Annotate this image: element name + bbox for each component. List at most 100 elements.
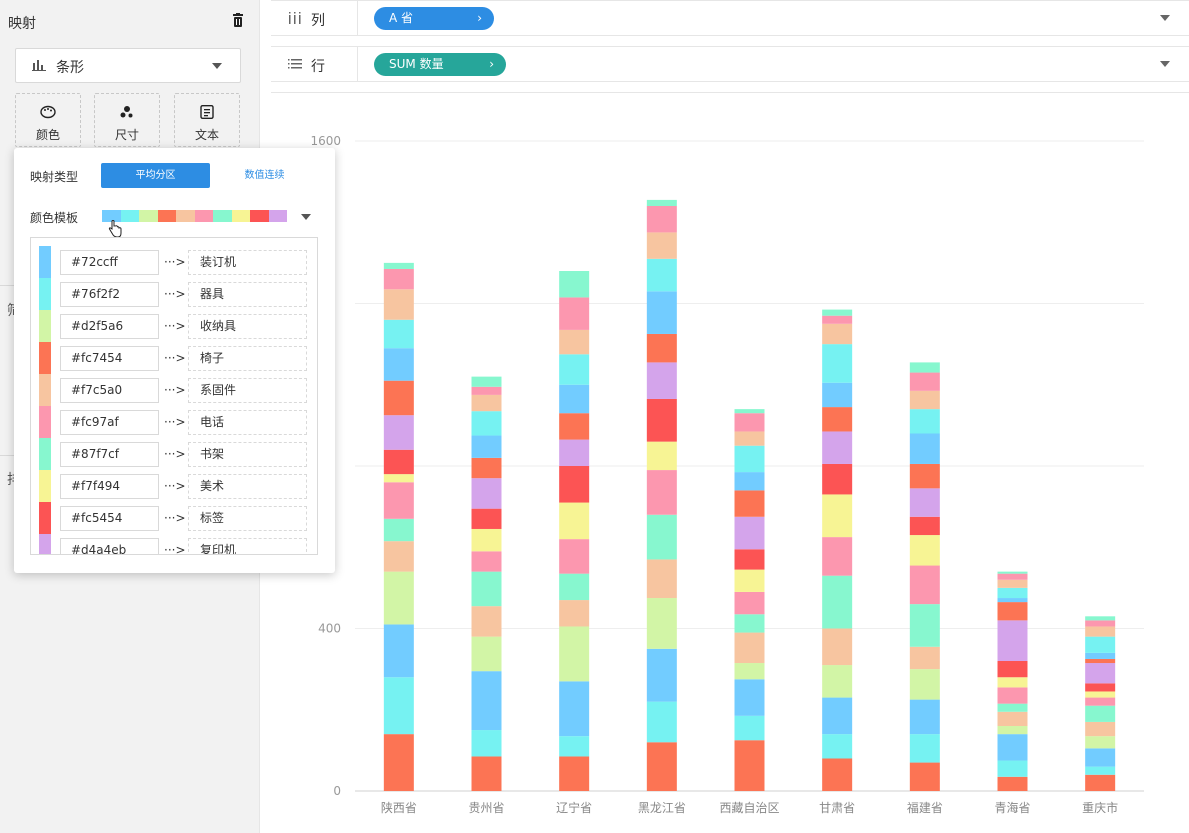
bar-segment[interactable]: [909, 699, 940, 735]
bar-segment[interactable]: [471, 435, 502, 458]
bar-segment[interactable]: [734, 431, 765, 446]
bar-segment[interactable]: [997, 598, 1028, 603]
bar-segment[interactable]: [383, 268, 414, 290]
trash-icon[interactable]: [232, 13, 244, 27]
bar-segment[interactable]: [997, 687, 1028, 704]
bar-segment[interactable]: [822, 697, 853, 735]
bar-segment[interactable]: [1085, 683, 1116, 692]
bar-segment[interactable]: [822, 323, 853, 345]
bar-segment[interactable]: [734, 549, 765, 570]
bar-segment[interactable]: [997, 726, 1028, 735]
bar-segment[interactable]: [646, 362, 677, 399]
bar-segment[interactable]: [822, 628, 853, 666]
bar-segment[interactable]: [471, 636, 502, 672]
bar-segment[interactable]: [559, 681, 590, 737]
bar-segment[interactable]: [559, 354, 590, 385]
bar-segment[interactable]: [822, 494, 853, 538]
bar-segment[interactable]: [383, 677, 414, 735]
hex-input[interactable]: #fc7454: [60, 346, 159, 371]
bar-segment[interactable]: [997, 573, 1028, 580]
bar-segment[interactable]: [734, 413, 765, 432]
bar-segment[interactable]: [909, 646, 940, 670]
bar-segment[interactable]: [909, 463, 940, 489]
bar-segment[interactable]: [383, 734, 414, 791]
bar-segment[interactable]: [909, 409, 940, 434]
bar-segment[interactable]: [909, 734, 940, 763]
bar-segment[interactable]: [822, 344, 853, 383]
bar-segment[interactable]: [1085, 721, 1116, 737]
color-template-swatches[interactable]: [102, 210, 287, 222]
bar-segment[interactable]: [997, 571, 1028, 574]
bar-segment[interactable]: [997, 579, 1028, 588]
bar-segment[interactable]: [383, 262, 414, 269]
hex-input[interactable]: #87f7cf: [60, 442, 159, 467]
bar-segment[interactable]: [909, 488, 940, 517]
bar-segment[interactable]: [471, 756, 502, 791]
bar-segment[interactable]: [822, 315, 853, 324]
bar-segment[interactable]: [559, 502, 590, 540]
bar-segment[interactable]: [646, 701, 677, 743]
bar-segment[interactable]: [471, 457, 502, 479]
color-button[interactable]: 颜色: [15, 93, 81, 147]
hex-input[interactable]: #f7f494: [60, 474, 159, 499]
bar-segment[interactable]: [997, 760, 1028, 777]
bar-segment[interactable]: [471, 376, 502, 387]
bar-segment[interactable]: [559, 329, 590, 355]
bar-segment[interactable]: [1085, 626, 1116, 637]
bar-segment[interactable]: [383, 380, 414, 416]
bar-segment[interactable]: [646, 206, 677, 233]
text-button[interactable]: 文本: [174, 93, 240, 147]
bar-segment[interactable]: [1085, 652, 1116, 659]
bar-segment[interactable]: [734, 516, 765, 550]
bar-segment[interactable]: [734, 715, 765, 741]
bar-segment[interactable]: [909, 604, 940, 647]
column-field-pill[interactable]: A 省 ›: [374, 7, 494, 30]
bar-segment[interactable]: [997, 587, 1028, 599]
bar-segment[interactable]: [909, 372, 940, 391]
bar-segment[interactable]: [471, 386, 502, 395]
bar-segment[interactable]: [471, 478, 502, 509]
bar-segment[interactable]: [646, 742, 677, 791]
bar-segment[interactable]: [559, 756, 590, 791]
bar-segment[interactable]: [471, 730, 502, 757]
bar-segment[interactable]: [471, 551, 502, 572]
bar-segment[interactable]: [646, 199, 677, 206]
size-button[interactable]: 尺寸: [94, 93, 160, 147]
bar-segment[interactable]: [471, 671, 502, 731]
bar-segment[interactable]: [1085, 697, 1116, 706]
bar-segment[interactable]: [471, 394, 502, 412]
bar-segment[interactable]: [646, 648, 677, 702]
bar-segment[interactable]: [559, 736, 590, 757]
bar-segment[interactable]: [822, 575, 853, 629]
bar-segment[interactable]: [734, 445, 765, 473]
bar-segment[interactable]: [822, 463, 853, 495]
bar-segment[interactable]: [646, 258, 677, 292]
hex-input[interactable]: #fc97af: [60, 410, 159, 435]
bar-segment[interactable]: [383, 449, 414, 475]
bar-segment[interactable]: [383, 624, 414, 678]
bar-segment[interactable]: [734, 740, 765, 791]
chart-type-select[interactable]: 条形: [15, 48, 241, 83]
bar-segment[interactable]: [646, 291, 677, 334]
bar-segment[interactable]: [1085, 736, 1116, 749]
bar-segment[interactable]: [909, 565, 940, 605]
hex-input[interactable]: #f7c5a0: [60, 378, 159, 403]
bar-segment[interactable]: [383, 348, 414, 381]
bar-segment[interactable]: [997, 734, 1028, 761]
bar-segment[interactable]: [997, 776, 1028, 791]
bar-segment[interactable]: [909, 390, 940, 410]
bar-segment[interactable]: [909, 362, 940, 373]
bar-segment[interactable]: [997, 703, 1028, 712]
bar-segment[interactable]: [383, 319, 414, 349]
bar-segment[interactable]: [997, 677, 1028, 688]
bar-segment[interactable]: [909, 762, 940, 791]
bar-segment[interactable]: [646, 598, 677, 649]
bar-segment[interactable]: [909, 669, 940, 700]
bar-segment[interactable]: [559, 413, 590, 440]
hex-input[interactable]: #fc5454: [60, 506, 159, 531]
bar-segment[interactable]: [559, 384, 590, 414]
bar-segment[interactable]: [1085, 616, 1116, 621]
bar-segment[interactable]: [1085, 663, 1116, 684]
bar-segment[interactable]: [734, 569, 765, 592]
bar-segment[interactable]: [383, 415, 414, 450]
